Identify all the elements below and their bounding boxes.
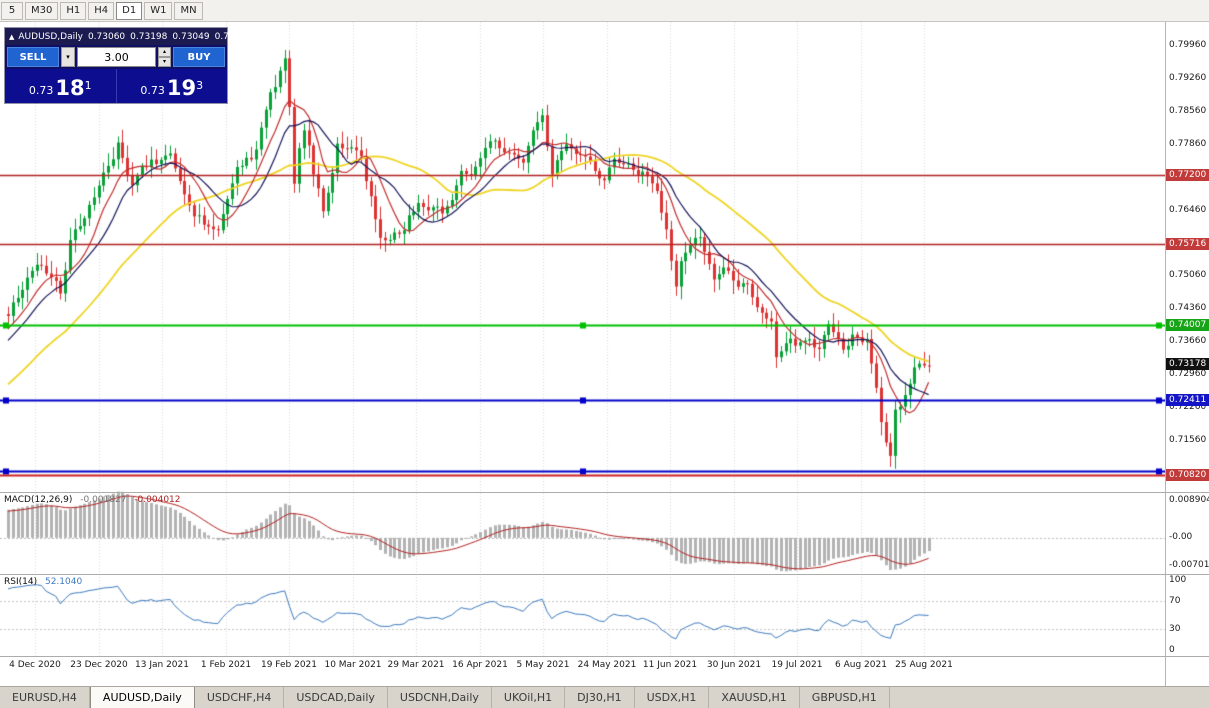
date-label: 16 Apr 2021 [452, 660, 508, 670]
date-label: 10 Mar 2021 [324, 660, 382, 670]
date-label: 25 Aug 2021 [895, 660, 953, 670]
macd-scale-top: 0.008904 [1169, 495, 1209, 505]
rsi-level-label: 70 [1169, 596, 1181, 606]
timeframe-button-mn[interactable]: MN [174, 1, 203, 20]
pane-separator[interactable] [0, 574, 1209, 575]
buy-price-pips: 19 [166, 76, 197, 100]
rsi-name: RSI(14) [4, 577, 38, 587]
timeframe-button-w1[interactable]: W1 [144, 1, 173, 20]
date-label: 24 May 2021 [577, 660, 637, 670]
macd-indicator-label: MACD(12,26,9) -0.001827 -0.004012 [4, 495, 186, 505]
chart-tabs-bar: EURUSD,H4 AUDUSD,Daily USDCHF,H4 USDCAD,Dai… [0, 686, 1209, 708]
timeframe-button-h4[interactable]: H4 [88, 1, 115, 20]
macd-scale-bottom: -0.007013 [1169, 560, 1209, 570]
date-label: 19 Jul 2021 [771, 660, 823, 670]
price-chart-canvas[interactable] [0, 0, 1165, 686]
price-badge: 0.75716 [1166, 238, 1209, 250]
collapse-arrow-icon[interactable]: ▲ [9, 32, 15, 41]
sell-price-pips: 18 [55, 76, 85, 100]
quote-high: 0.73198 [130, 31, 168, 42]
sell-price-base: 0.73 [28, 83, 54, 97]
price-tick: 0.72960 [1169, 369, 1207, 379]
price-badge: 0.73178 [1166, 358, 1209, 370]
pane-separator[interactable] [0, 492, 1209, 493]
timeframe-button-5[interactable]: 5 [1, 1, 23, 20]
date-label: 30 Jun 2021 [706, 660, 762, 670]
quote-header[interactable]: ▲ AUDUSD,Daily 0.73060 0.73198 0.73049 0… [5, 28, 252, 45]
price-badge: 0.74007 [1166, 319, 1209, 331]
timeframe-toolbar: 5 M30 H1 H4 D1 W1 MN [0, 0, 1209, 22]
sell-price-pipette: 1 [84, 79, 92, 92]
macd-scale-zero: -0.00 [1169, 532, 1193, 542]
date-label: 13 Jan 2021 [135, 660, 189, 670]
rsi-level-label: 100 [1169, 575, 1187, 585]
price-tick: 0.78560 [1169, 106, 1207, 116]
price-scale[interactable] [1165, 22, 1209, 686]
price-buttons: 0.73 18 1 0.73 19 3 [5, 69, 227, 103]
price-badge: 0.72411 [1166, 394, 1209, 406]
chart-tab-usdchf-h4[interactable]: USDCHF,H4 [195, 687, 285, 708]
price-tick: 0.71560 [1169, 435, 1207, 445]
rsi-value: 52.1040 [44, 577, 83, 587]
sell-price-button[interactable]: 0.73 18 1 [5, 69, 117, 103]
timeframe-button-m30[interactable]: M30 [25, 1, 59, 20]
trade-controls: SELL ▾ ▴ ▾ BUY [5, 45, 227, 69]
date-label: 11 Jun 2021 [642, 660, 698, 670]
rsi-indicator-label: RSI(14) 52.1040 [4, 577, 87, 587]
volume-dropdown-button[interactable]: ▾ [61, 47, 75, 67]
price-badge: 0.70820 [1166, 469, 1209, 481]
rsi-level-label: 0 [1169, 645, 1175, 655]
date-label: 6 Aug 2021 [835, 660, 887, 670]
chart-tab-gbpusd-h1[interactable]: GBPUSD,H1 [800, 687, 890, 708]
chart-tab-usdcnh-daily[interactable]: USDCNH,Daily [388, 687, 492, 708]
price-tick: 0.79960 [1169, 40, 1207, 50]
pane-separator [0, 656, 1209, 657]
buy-button[interactable]: BUY [173, 47, 225, 67]
price-tick: 0.77860 [1169, 139, 1207, 149]
price-tick: 0.72260 [1169, 402, 1207, 412]
macd-value: -0.001827 [80, 495, 127, 505]
volume-stepper: ▴ ▾ [158, 47, 171, 67]
chart-tab-audusd-daily[interactable]: AUDUSD,Daily [89, 687, 195, 708]
dropdown-arrow-icon: ▾ [66, 54, 70, 61]
date-label: 1 Feb 2021 [200, 660, 252, 670]
chart-tab-xauusd-h1[interactable]: XAUUSD,H1 [709, 687, 800, 708]
chart-tab-usdx-h1[interactable]: USDX,H1 [635, 687, 710, 708]
date-label: 29 Mar 2021 [387, 660, 445, 670]
chart-tab-ukoil-h1[interactable]: UKOil,H1 [492, 687, 566, 708]
volume-increase-button[interactable]: ▴ [158, 47, 171, 57]
date-label: 23 Dec 2020 [70, 660, 128, 670]
price-tick: 0.74360 [1169, 303, 1207, 313]
rsi-level-label: 30 [1169, 624, 1181, 634]
one-click-trading-panel: ▲ AUDUSD,Daily 0.73060 0.73198 0.73049 0… [5, 28, 252, 103]
price-tick: 0.75060 [1169, 270, 1207, 280]
macd-name: MACD(12,26,9) [4, 495, 73, 505]
buy-price-pipette: 3 [196, 79, 204, 92]
timeframe-button-h1[interactable]: H1 [60, 1, 87, 20]
volume-decrease-button[interactable]: ▾ [158, 57, 171, 67]
buy-price-button[interactable]: 0.73 19 3 [117, 69, 228, 103]
price-tick: 0.79260 [1169, 73, 1207, 83]
buy-price-base: 0.73 [140, 83, 165, 97]
chart-tab-usdcad-daily[interactable]: USDCAD,Daily [284, 687, 388, 708]
quote-open: 0.73060 [87, 31, 126, 42]
price-badge: 0.77200 [1166, 169, 1209, 181]
macd-signal-value: -0.004012 [134, 495, 181, 505]
chart-tab-dj30-h1[interactable]: DJ30,H1 [565, 687, 635, 708]
quote-close: 0.73178 [214, 31, 252, 42]
date-label: 5 May 2021 [516, 660, 570, 670]
date-label: 4 Dec 2020 [9, 660, 61, 670]
volume-input[interactable] [77, 47, 156, 67]
quote-low: 0.73049 [172, 31, 210, 42]
chart-window: MACD(12,26,9) -0.001827 -0.004012 0.0089… [0, 0, 1209, 686]
chart-tab-eurusd-h4[interactable]: EURUSD,H4 [0, 687, 90, 708]
sell-button[interactable]: SELL [7, 47, 59, 67]
price-tick: 0.76460 [1169, 205, 1207, 215]
quote-symbol: AUDUSD,Daily [18, 31, 83, 42]
date-label: 19 Feb 2021 [260, 660, 318, 670]
price-tick: 0.73660 [1169, 336, 1207, 346]
timeframe-button-d1[interactable]: D1 [116, 1, 143, 20]
